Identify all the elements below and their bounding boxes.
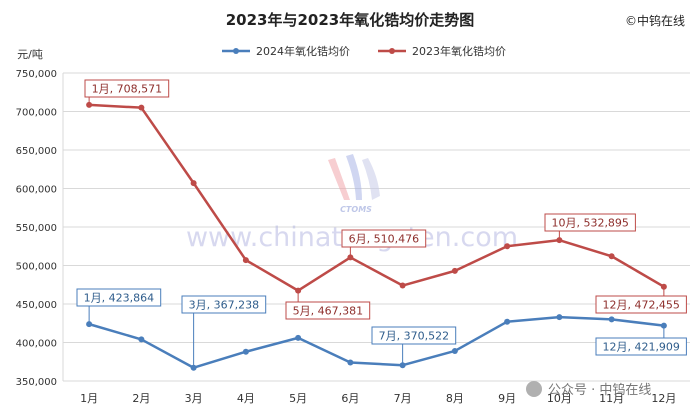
x-tick-label: 12月 — [651, 392, 676, 405]
chart-title: 2023年与2023年氧化锆均价走势图 — [226, 11, 475, 29]
callout-box — [595, 337, 687, 356]
y-tick-label: 650,000 — [16, 146, 57, 157]
callout-box — [341, 229, 427, 248]
y-tick-label: 350,000 — [16, 377, 57, 388]
footer-watermark-text: 公众号 · 中钨在线 — [548, 382, 651, 398]
x-tick-label: 5月 — [289, 392, 307, 405]
x-tick-label: 9月 — [498, 392, 516, 405]
callout-label: 1月, 423,864 — [84, 292, 154, 305]
data-point — [190, 180, 197, 187]
ctoms-logo-icon — [328, 154, 380, 200]
callout-label: 12月, 472,455 — [602, 299, 679, 312]
x-tick-label: 8月 — [446, 392, 464, 405]
y-tick-label: 750,000 — [16, 69, 57, 80]
callout-label: 7月, 370,522 — [379, 330, 449, 343]
footer-watermark: 公众号 · 中钨在线 — [526, 381, 651, 398]
data-point — [504, 243, 511, 250]
callout-box — [595, 295, 687, 314]
y-axis-ticks: 350,000 400,000 450,000 500,000 550,000 600,0… — [16, 69, 57, 388]
data-point — [295, 334, 302, 341]
y-tick-label: 600,000 — [16, 185, 57, 196]
x-tick-label: 6月 — [341, 392, 359, 405]
legend-marker — [389, 48, 395, 54]
legend-marker — [233, 48, 239, 54]
callout-box — [76, 288, 162, 307]
callout-label: 1月, 708,571 — [92, 83, 162, 96]
data-callouts: 1月, 708,571 5月, 467,381 6月, 510,476 10月, 53… — [76, 79, 687, 368]
data-point — [556, 314, 563, 321]
callout-box — [371, 326, 457, 345]
data-point — [451, 267, 458, 274]
data-point — [504, 318, 511, 325]
x-tick-label: 1月 — [80, 392, 98, 405]
x-tick-label: 10月 — [547, 392, 572, 405]
legend-label: 2023年氧化锆均价 — [412, 44, 506, 58]
data-point — [347, 359, 354, 366]
data-point — [242, 348, 249, 355]
data-point — [608, 253, 615, 260]
x-tick-label: 7月 — [394, 392, 412, 405]
y-tick-label: 450,000 — [16, 300, 57, 311]
series-line-1 — [89, 103, 665, 292]
callout-box — [84, 79, 170, 98]
series-line-0 — [88, 315, 665, 369]
data-point — [451, 347, 458, 354]
series-lines — [86, 101, 667, 371]
callout-label: 6月, 510,476 — [349, 233, 419, 246]
data-point — [138, 104, 145, 111]
callout-label: 12月, 421,909 — [602, 341, 679, 354]
x-axis-ticks: 1月 2月 3月 4月 5月 6月 7月 8月 9月 10月 11月 12月 — [80, 392, 676, 405]
data-point — [242, 257, 249, 264]
y-tick-label: 500,000 — [16, 262, 57, 273]
x-tick-label: 2月 — [132, 392, 150, 405]
callout-box — [181, 295, 267, 314]
callout-label: 5月, 467,381 — [293, 305, 363, 318]
x-tick-label: 3月 — [185, 392, 203, 405]
callout-label: 10月, 532,895 — [551, 217, 628, 230]
gridlines — [62, 72, 690, 382]
wechat-icon — [526, 381, 542, 397]
callout-box — [544, 213, 636, 232]
x-tick-label: 4月 — [237, 392, 255, 405]
data-point — [399, 282, 406, 289]
x-tick-label: 11月 — [599, 392, 624, 405]
y-tick-label: 550,000 — [16, 223, 57, 234]
y-tick-label: 700,000 — [16, 108, 57, 119]
watermark-logo-text: CTOMS — [340, 205, 372, 214]
legend-label: 2024年氧化锆均价 — [256, 44, 350, 58]
callout-label: 3月, 367,238 — [189, 299, 259, 312]
callout-box — [285, 301, 371, 320]
legend: 2024年氧化锆均价 2023年氧化锆均价 — [222, 44, 506, 58]
y-axis-unit-label: 元/吨 — [17, 48, 43, 61]
y-tick-label: 400,000 — [16, 339, 57, 350]
data-point — [138, 336, 145, 343]
source-label: ©中钨在线 — [625, 13, 685, 28]
data-point — [608, 316, 615, 323]
